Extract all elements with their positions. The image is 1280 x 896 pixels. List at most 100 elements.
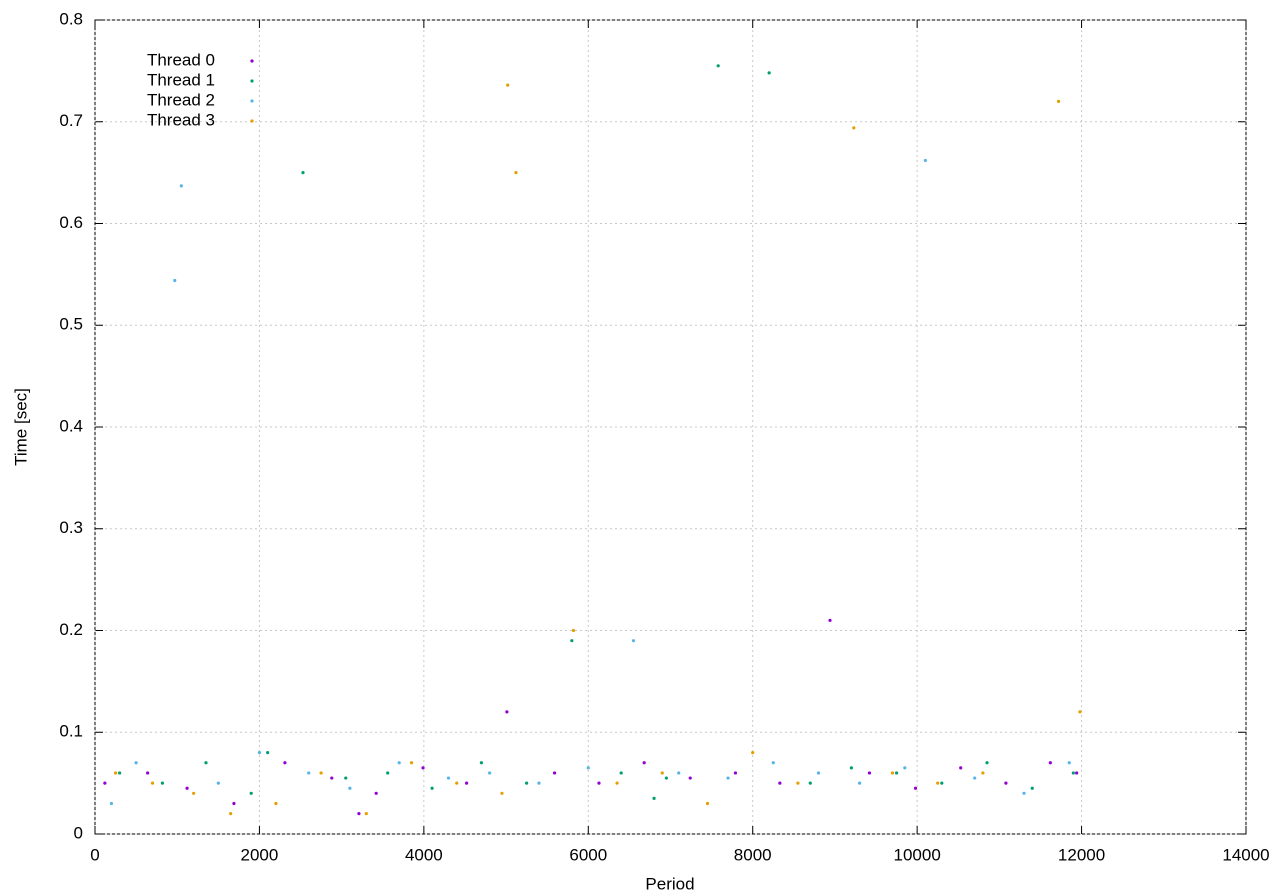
x-tick-label: 8000 (734, 845, 772, 864)
point (677, 771, 681, 775)
point (894, 771, 899, 775)
y-tick-label: 0.4 (59, 416, 83, 435)
point (733, 771, 738, 775)
point (1071, 771, 1075, 775)
point (430, 786, 434, 790)
point (642, 761, 646, 765)
y-tick-label: 0.3 (59, 518, 83, 537)
x-tick-label: 12000 (1058, 845, 1105, 864)
point (1048, 761, 1052, 765)
point (216, 781, 220, 785)
y-tick-label: 0.5 (59, 315, 83, 334)
point (778, 781, 782, 785)
point (374, 791, 378, 795)
point (257, 751, 262, 755)
point (664, 776, 668, 780)
point (397, 761, 401, 765)
point (716, 64, 720, 68)
point (146, 771, 150, 775)
point (619, 771, 623, 775)
legend-marker (250, 79, 254, 83)
point (505, 710, 509, 714)
x-tick-label: 10000 (894, 845, 941, 864)
point (179, 184, 183, 188)
point (455, 781, 459, 785)
point (266, 751, 270, 755)
y-tick-label: 0.7 (59, 111, 83, 130)
point (150, 781, 155, 785)
point (923, 158, 927, 163)
legend-label: Thread 2 (147, 90, 215, 109)
point (940, 781, 944, 785)
point (134, 761, 138, 765)
point (903, 766, 907, 770)
point (1022, 791, 1026, 795)
point (348, 786, 352, 790)
point (597, 781, 601, 785)
point (796, 781, 800, 785)
point (301, 171, 305, 175)
point (890, 771, 895, 775)
x-tick-label: 14000 (1222, 845, 1269, 864)
point (364, 812, 368, 816)
point (344, 776, 348, 780)
point (113, 771, 118, 775)
y-tick-label: 0.8 (59, 9, 83, 28)
x-tick-label: 2000 (241, 845, 279, 864)
y-tick-label: 0 (74, 823, 83, 842)
point (283, 761, 287, 765)
point (767, 71, 771, 75)
point (357, 812, 361, 816)
y-axis-label: Time [sec] (11, 388, 30, 466)
point (660, 771, 664, 775)
point (652, 796, 656, 800)
x-tick-label: 4000 (405, 845, 443, 864)
x-tick-label: 0 (90, 845, 99, 864)
point (973, 776, 977, 780)
point (570, 639, 574, 643)
y-tick-label: 0.2 (59, 620, 83, 639)
point (514, 171, 518, 175)
point (103, 781, 107, 785)
legend-marker (250, 119, 254, 123)
point (586, 766, 590, 770)
point (849, 766, 853, 770)
point (688, 776, 692, 780)
point (808, 781, 812, 785)
point (204, 761, 208, 765)
y-tick-label: 0.6 (59, 213, 83, 232)
point (319, 771, 323, 775)
point (959, 766, 963, 770)
point (705, 801, 710, 806)
point (537, 781, 541, 785)
point (1075, 771, 1079, 775)
point (571, 628, 576, 633)
point (816, 771, 821, 775)
point (1078, 710, 1082, 714)
point (109, 801, 114, 806)
point (985, 761, 989, 765)
point (173, 278, 177, 283)
point (192, 791, 196, 795)
point (751, 751, 755, 755)
point (1030, 786, 1034, 790)
legend-marker (250, 99, 254, 103)
legend-label: Thread 0 (147, 50, 215, 69)
x-axis-label: Period (645, 874, 694, 893)
point (828, 618, 832, 622)
point (852, 126, 856, 130)
point (160, 781, 165, 785)
point (307, 771, 311, 775)
point (857, 781, 862, 785)
point (1056, 99, 1061, 103)
point (185, 786, 189, 790)
legend-label: Thread 3 (147, 110, 215, 129)
point (981, 771, 985, 775)
point (631, 639, 636, 643)
point (488, 771, 492, 775)
point (1067, 761, 1071, 765)
point (479, 761, 484, 765)
point (421, 766, 425, 770)
point (936, 781, 940, 785)
